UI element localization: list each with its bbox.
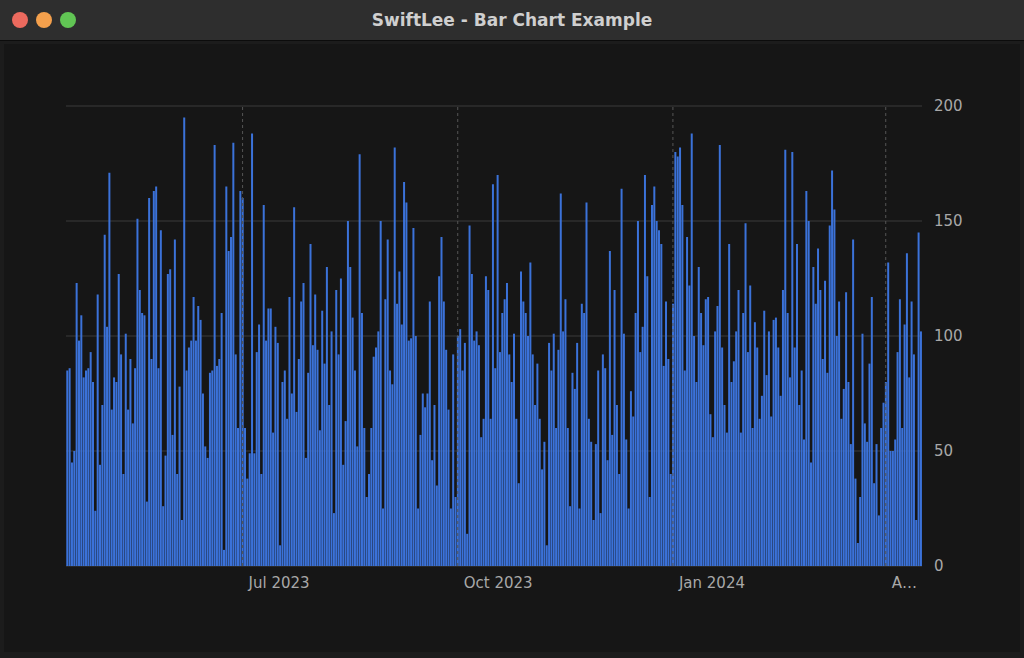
svg-text:150: 150 (934, 212, 963, 230)
svg-text:A…: A… (892, 574, 917, 592)
svg-text:Jan 2024: Jan 2024 (678, 574, 745, 592)
svg-text:50: 50 (934, 442, 953, 460)
svg-text:200: 200 (934, 97, 963, 115)
svg-text:0: 0 (934, 557, 944, 575)
svg-text:Jul 2023: Jul 2023 (248, 574, 310, 592)
svg-text:100: 100 (934, 327, 963, 345)
html-text:SwiftLee - Bar Chart Example: SwiftLee - Bar Chart Example (371, 10, 653, 30)
svg-text:Oct 2023: Oct 2023 (464, 574, 533, 592)
